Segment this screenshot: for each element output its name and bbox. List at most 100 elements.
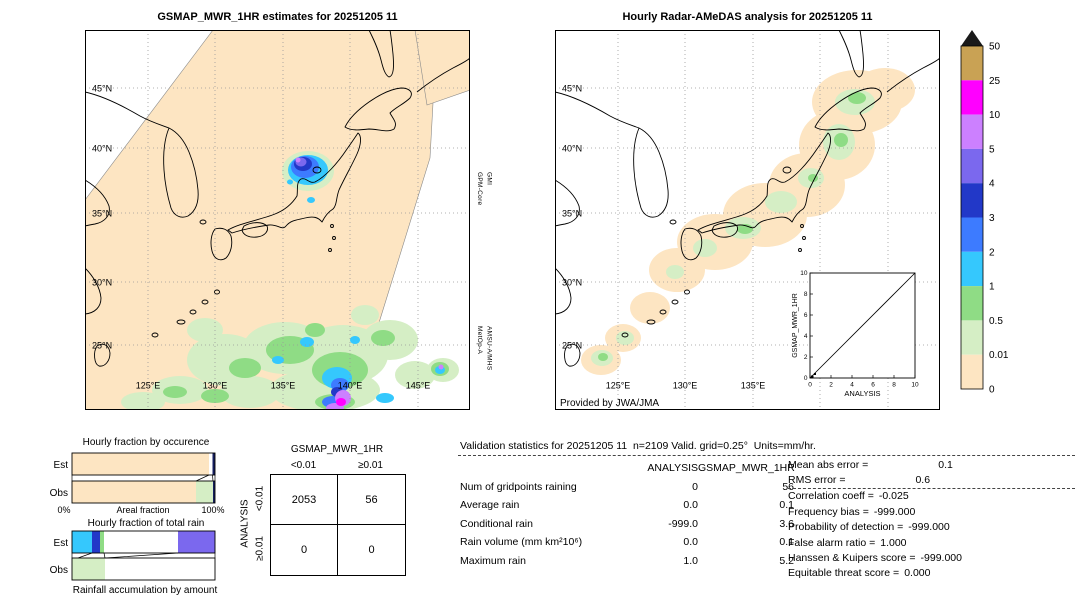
validation-col-header: GSMAP_MWR_1HR (698, 462, 795, 474)
analysis-value: -999.0 (668, 517, 698, 530)
svg-text:6: 6 (871, 382, 875, 389)
stat-line: Correlation coeff = -0.025 (788, 490, 909, 503)
contingency-row-header: <0.01 (254, 485, 266, 512)
right-map: 45°N 40°N 35°N 30°N 25°N 125°E 130°E 135… (555, 30, 940, 410)
inset-ylabel: GSMAP_MWR_1HR (792, 293, 799, 358)
svg-text:6: 6 (804, 312, 808, 319)
row-label: Average rain (460, 499, 520, 511)
axis-max-label: 100% (201, 505, 224, 515)
lat-label: 35°N (562, 209, 582, 219)
svg-text:10: 10 (800, 270, 808, 277)
inset-scatter: 0 2 4 6 8 10 0 2 4 6 8 10 GSMAP_MWR_1HR … (792, 270, 919, 398)
svg-text:0.01: 0.01 (989, 350, 1009, 361)
gsmap-value: 0.1 (779, 499, 794, 511)
row-label: Num of gridpoints raining (460, 480, 577, 493)
svg-text:8: 8 (892, 382, 896, 389)
validation-statistics: Validation statistics for 20251205 11 n=… (458, 438, 1076, 610)
lon-label: 135°E (741, 381, 766, 391)
svg-text:4: 4 (850, 382, 854, 389)
svg-text:2: 2 (829, 382, 833, 389)
svg-text:10: 10 (989, 110, 1001, 121)
contingency-side-label: ANALYSIS (239, 499, 251, 548)
contingency-row-header: ≥0.01 (254, 536, 266, 561)
row-label: Conditional rain (460, 517, 533, 530)
lat-label: 30°N (562, 278, 582, 288)
stat-line: False alarm ratio = 1.000 (788, 536, 907, 549)
inset-ticks (809, 272, 916, 379)
inset-tick-labels: 0 2 4 6 8 10 0 2 4 6 8 10 (800, 270, 919, 389)
gsmap-value: 56 (782, 480, 794, 493)
svg-text:1: 1 (989, 282, 995, 293)
row-label: Maximum rain (460, 554, 526, 567)
divider (458, 455, 1075, 456)
occurrence-title: Hourly fraction by occurence (83, 437, 210, 448)
est-label: Est (54, 538, 69, 549)
svg-text:50: 50 (989, 42, 1001, 53)
validation-header: Validation statistics for 20251205 11 n=… (460, 440, 816, 452)
est-label: Est (54, 460, 69, 471)
total-rain-connectors (71, 552, 216, 559)
occurrence-connectors (71, 474, 216, 482)
lat-label: 45°N (562, 84, 582, 94)
contingency-cell: 2053 (271, 475, 338, 525)
inset-points (811, 373, 816, 378)
colorbar: 50 25 10 5 4 3 2 1 0.5 0.01 0 (960, 30, 1009, 396)
satellite-swath (85, 30, 470, 410)
spacer (460, 462, 636, 474)
contingency-col-header: ≥0.01 (358, 460, 383, 471)
svg-text:25: 25 (989, 76, 1001, 87)
total-rain-obs-bar (71, 557, 216, 581)
stat-line: Hanssen & Kuipers score = -999.000 (788, 552, 962, 565)
stat-line: Equitable threat score = 0.000 (788, 567, 931, 580)
left-map-axis-labels: 45°N 40°N 35°N 30°N 25°N 125°E 130°E 135… (92, 84, 430, 391)
contingency-cell: 56 (338, 475, 405, 525)
lon-label: 135°E (271, 381, 296, 391)
validation-col-header: ANALYSIS (647, 462, 698, 474)
colorbar-segments (961, 46, 983, 389)
total-rain-title: Hourly fraction of total rain (88, 518, 205, 529)
lon-label: 130°E (673, 381, 698, 391)
stat-line: Mean abs error = 0.1 (788, 458, 953, 471)
map-frame (555, 30, 940, 410)
lat-label: 35°N (92, 209, 112, 219)
analysis-value: 0 (692, 480, 698, 493)
svg-text:4: 4 (989, 179, 995, 190)
contingency-grid: 2053 56 0 0 (270, 474, 406, 576)
lat-label: 45°N (92, 84, 112, 94)
svg-text:0: 0 (989, 385, 995, 396)
contingency-title: GSMAP_MWR_1HR (290, 444, 384, 455)
colorbar-labels: 50 25 10 5 4 3 2 1 0.5 0.01 0 (989, 42, 1009, 396)
lon-label: 125°E (136, 381, 161, 391)
analysis-value: 0.0 (683, 499, 698, 511)
svg-text:0: 0 (804, 375, 808, 382)
contingency-col-header: <0.01 (290, 460, 317, 471)
rain-layer-magenta (336, 398, 346, 406)
right-map-axis-labels: 45°N 40°N 35°N 30°N 25°N 125°E 130°E 135… (562, 84, 765, 391)
one-to-one-line (809, 272, 916, 379)
svg-text:0.5: 0.5 (989, 316, 1003, 327)
occurrence-est-bar (71, 452, 216, 476)
lat-label: 40°N (562, 144, 582, 154)
left-map: 45°N 40°N 35°N 30°N 25°N 125°E 130°E 135… (85, 30, 470, 410)
analysis-value: 1.0 (683, 554, 698, 567)
stat-line: Probability of detection = -999.000 (788, 521, 950, 534)
lon-label: 140°E (338, 381, 363, 391)
svg-text:2: 2 (804, 354, 808, 361)
contingency-cell: 0 (368, 544, 375, 556)
svg-text:5: 5 (989, 144, 995, 155)
validation-scores: Mean abs error = 0.1 RMS error = 0.6 Corre… (788, 457, 1075, 581)
credit-label: Provided by JWA/JMA (560, 398, 659, 409)
analysis-rain-green (598, 92, 866, 361)
swath-source-label-gmi: GPM-Core GMI (475, 172, 493, 206)
lat-label: 25°N (562, 341, 582, 351)
validation-table: ANALYSIS GSMAP_MWR_1HR Num of gridpoints… (460, 462, 795, 567)
colorbar-border (960, 45, 984, 390)
lon-label: 145°E (406, 381, 431, 391)
stat-line: Frequency bias = -999.000 (788, 505, 916, 518)
lat-label: 40°N (92, 144, 112, 154)
axis-title: Areal fraction (116, 505, 169, 515)
lat-label: 30°N (92, 278, 112, 288)
svg-text:0: 0 (808, 382, 812, 389)
analysis-value: 0.0 (683, 536, 698, 548)
